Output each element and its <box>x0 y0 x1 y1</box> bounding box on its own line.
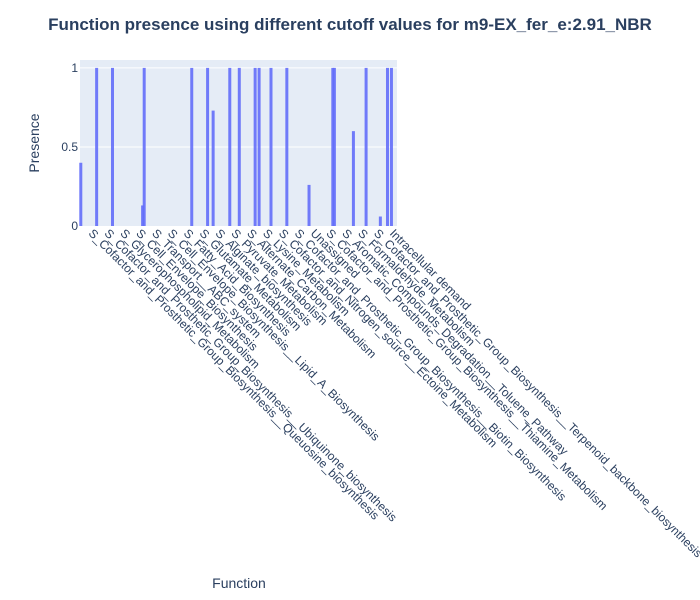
bar <box>110 67 114 227</box>
x-axis-title: Function <box>212 575 266 591</box>
bar <box>385 67 389 227</box>
bar <box>332 67 336 227</box>
bar <box>269 67 273 227</box>
bar <box>228 67 232 227</box>
bar <box>141 205 145 226</box>
bar <box>285 67 289 227</box>
x-axis-ticks: S_Cofactor_and_Prosthetic_Group_Biosynth… <box>86 226 700 560</box>
y-axis-ticks: 00.51 <box>61 61 78 233</box>
bar <box>211 110 215 226</box>
bar <box>206 67 210 227</box>
bar <box>79 162 83 226</box>
bar <box>190 67 194 227</box>
y-tick-label: 1 <box>71 61 78 75</box>
bar <box>237 67 241 227</box>
y-tick-label: 0.5 <box>61 140 78 154</box>
bar <box>142 67 146 227</box>
bar <box>378 216 382 226</box>
bar <box>331 67 335 227</box>
bar <box>95 67 99 227</box>
x-tick-label: S_Aromatic_Compounds_Degradation__Toluen… <box>339 226 571 458</box>
x-tick-label: S_Cofactor_and_Prosthetic_Group_Biosynth… <box>371 226 700 560</box>
bar <box>253 67 257 227</box>
bar <box>257 67 261 227</box>
bars <box>79 67 393 227</box>
bar <box>364 67 368 227</box>
bar <box>389 67 393 227</box>
x-tick-label: S_Cofactor_and_Prosthetic_Group_Biosynth… <box>324 226 611 513</box>
y-tick-label: 0 <box>71 219 78 233</box>
bar <box>307 184 311 226</box>
y-axis-title: Presence <box>26 113 42 172</box>
bar <box>351 131 355 226</box>
chart-title: Function presence using different cutoff… <box>48 15 652 34</box>
